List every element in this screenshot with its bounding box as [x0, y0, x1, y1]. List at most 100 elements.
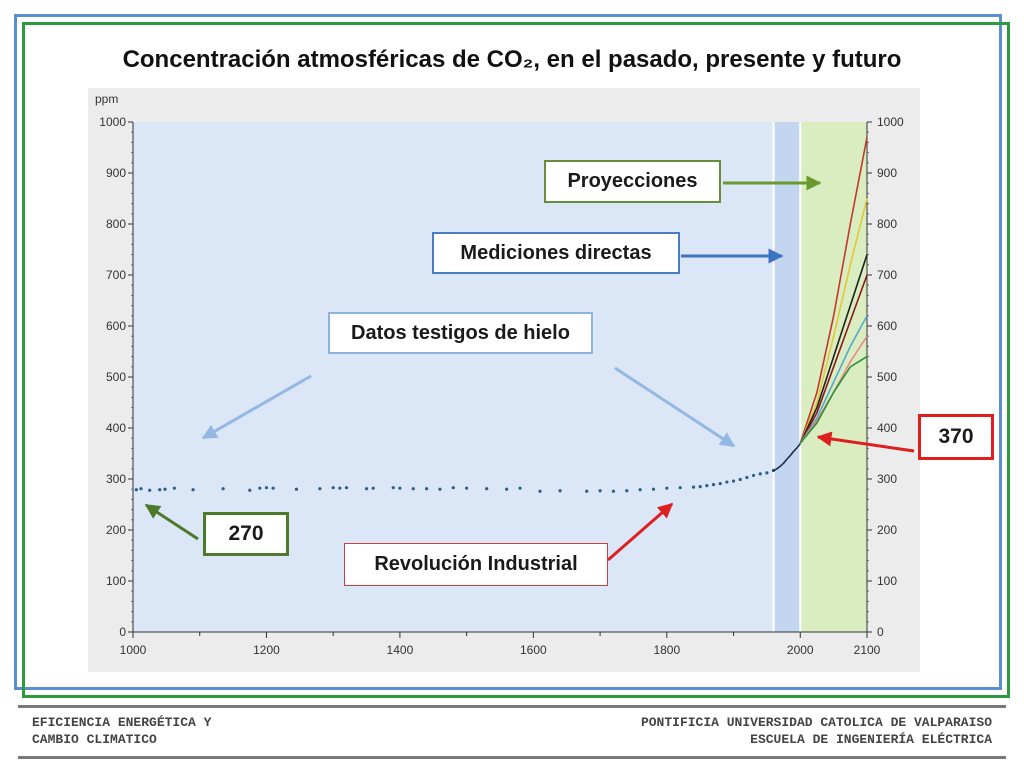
- arrow-datos-right: [614, 366, 736, 448]
- ice-core-point: [411, 487, 415, 491]
- projection-band: [800, 122, 867, 632]
- x-tick-label: 1400: [387, 643, 414, 657]
- ice-core-point: [391, 486, 395, 490]
- arrow-370: [816, 431, 915, 453]
- footer-course-line1: EFICIENCIA ENERGÉTICA Y: [32, 715, 212, 730]
- direct-measurement-line: [771, 443, 801, 473]
- ice-core-point: [745, 475, 749, 480]
- ice-core-point: [718, 481, 722, 486]
- callout-mediciones-directas: Mediciones directas: [432, 232, 680, 274]
- ice-core-point: [438, 487, 442, 491]
- footer-school: ESCUELA DE INGENIERÍA ELÉCTRICA: [750, 732, 992, 747]
- y-axis-unit-label: ppm: [95, 92, 118, 106]
- ice-core-point: [158, 488, 162, 492]
- direct-measurement-band: [773, 122, 801, 632]
- ice-core-point: [751, 473, 756, 478]
- y-tick-label-left: 0: [119, 625, 126, 639]
- ice-core-point: [638, 488, 642, 492]
- arrow-revolucion: [607, 502, 674, 562]
- footer: EFICIENCIA ENERGÉTICA Y CAMBIO CLIMATICO…: [18, 705, 1006, 759]
- arrow-datos-left: [201, 374, 312, 440]
- ice-core-point: [271, 486, 275, 490]
- x-tick-label: 1200: [253, 643, 280, 657]
- ice-core-point: [451, 486, 455, 490]
- y-tick-label-right: 0: [877, 625, 884, 639]
- ice-core-point: [558, 489, 562, 493]
- ice-core-point: [221, 487, 225, 491]
- y-tick-label-left: 800: [106, 217, 126, 231]
- callout-datos-testigos-hielo: Datos testigos de hielo: [328, 312, 593, 354]
- y-tick-label-right: 900: [877, 166, 897, 180]
- y-tick-label-right: 300: [877, 472, 897, 486]
- arrow-270: [144, 503, 199, 541]
- ice-core-point: [705, 484, 709, 488]
- y-tick-label-right: 500: [877, 370, 897, 384]
- y-tick-label-right: 700: [877, 268, 897, 282]
- ice-core-point: [465, 486, 469, 490]
- y-tick-label-left: 700: [106, 268, 126, 282]
- ice-core-point: [331, 486, 335, 490]
- ice-core-point: [585, 489, 589, 493]
- callout-value-270: 270: [203, 512, 289, 556]
- y-tick-label-left: 300: [106, 472, 126, 486]
- y-tick-label-right: 400: [877, 421, 897, 435]
- ice-core-point: [344, 486, 349, 490]
- x-tick-label: 1600: [520, 643, 547, 657]
- y-tick-label-right: 600: [877, 319, 897, 333]
- ice-core-point: [665, 486, 669, 490]
- ice-core-point: [731, 479, 736, 483]
- y-tick-label-right: 200: [877, 523, 897, 537]
- ice-core-point: [698, 485, 702, 489]
- slide-title: Concentración atmosféricas de CO₂, en el…: [122, 46, 902, 73]
- ice-core-point: [758, 472, 762, 476]
- ice-core-point: [765, 471, 769, 475]
- callout-revolucion-industrial: Revolución Industrial: [344, 543, 608, 586]
- y-tick-label-left: 100: [106, 574, 126, 588]
- ice-core-point: [139, 487, 143, 491]
- ice-core-point: [364, 487, 369, 491]
- ice-core-point: [371, 486, 375, 490]
- projection-line: [799, 254, 868, 444]
- projection-line: [799, 274, 868, 444]
- footer-university: PONTIFICIA UNIVERSIDAD CATOLICA DE VALPA…: [640, 715, 992, 730]
- ice-core-point: [485, 487, 489, 491]
- footer-right: PONTIFICIA UNIVERSIDAD CATOLICA DE VALPA…: [641, 714, 992, 748]
- callout-value-370: 370: [918, 414, 994, 460]
- co2-chart: ppm 0 0 100 100 200 200 300 300 400 400 500 500 600 60…: [88, 88, 920, 672]
- ice-core-point: [691, 485, 696, 489]
- x-tick-label: 1800: [653, 643, 680, 657]
- projection-line: [799, 355, 868, 444]
- ice-core-point: [258, 486, 262, 490]
- footer-left: EFICIENCIA ENERGÉTICA Y CAMBIO CLIMATICO: [32, 714, 211, 748]
- projection-line: [799, 198, 868, 444]
- ice-core-point: [134, 488, 138, 492]
- projection-line: [799, 137, 868, 444]
- ice-core-point: [338, 486, 342, 490]
- ice-core-point: [651, 487, 656, 491]
- ice-core-point: [318, 487, 322, 491]
- ice-core-point: [148, 488, 152, 492]
- ice-core-point: [711, 483, 716, 487]
- x-tick-label: 1000: [120, 643, 147, 657]
- ice-core-point: [725, 480, 729, 484]
- ice-core-point: [625, 489, 629, 493]
- y-tick-label-right: 800: [877, 217, 897, 231]
- ice-core-point: [294, 487, 299, 491]
- ice-core-point: [163, 487, 167, 491]
- y-tick-label-left: 500: [106, 370, 126, 384]
- y-tick-label-right: 1000: [877, 115, 904, 129]
- ice-core-point: [518, 486, 522, 490]
- ice-core-point: [425, 487, 429, 491]
- ice-core-point: [398, 486, 402, 490]
- slide-frame-outer: [14, 14, 1002, 690]
- projection-line: [799, 315, 868, 444]
- callout-proyecciones: Proyecciones: [544, 160, 721, 203]
- ice-core-point: [598, 489, 602, 493]
- y-tick-label-left: 400: [106, 421, 126, 435]
- ice-core-point: [248, 488, 252, 492]
- footer-course-line2: CAMBIO CLIMATICO: [32, 732, 157, 747]
- y-tick-label-left: 600: [106, 319, 126, 333]
- y-tick-label-left: 900: [106, 166, 126, 180]
- x-tick-label: 2100: [854, 643, 881, 657]
- y-tick-label-left: 1000: [99, 115, 126, 129]
